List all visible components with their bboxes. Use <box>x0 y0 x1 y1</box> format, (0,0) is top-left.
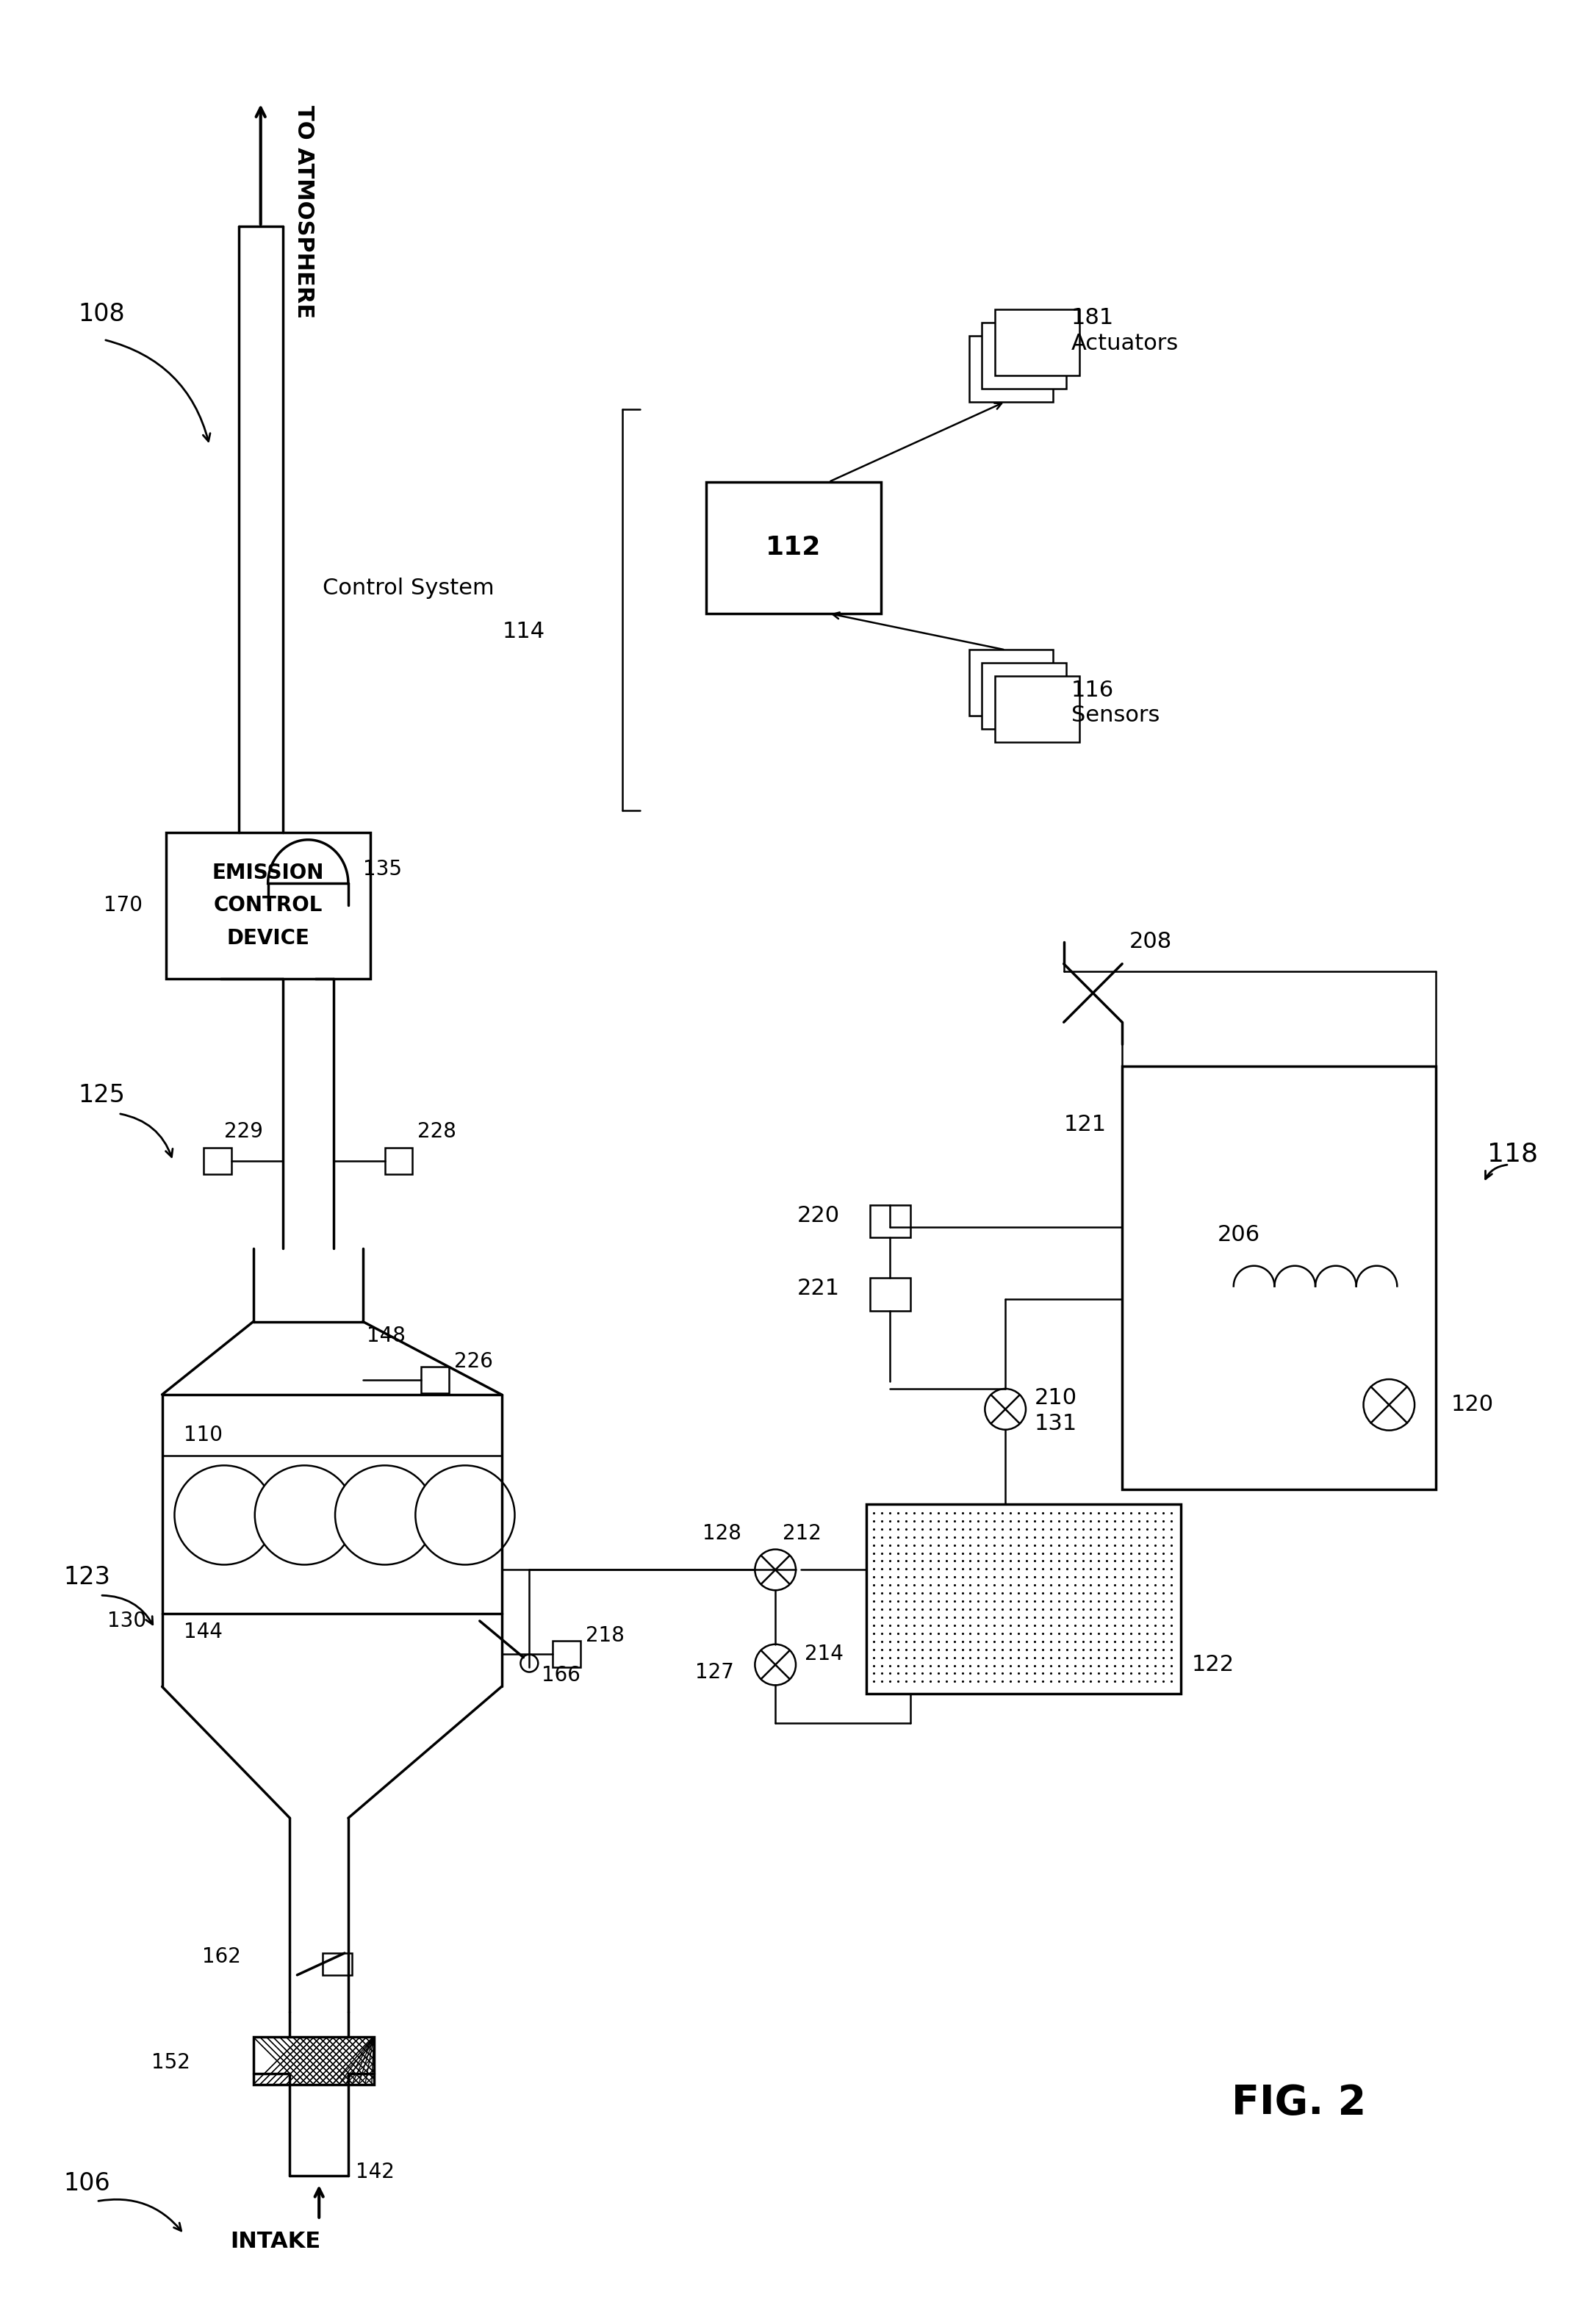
Text: 125: 125 <box>78 1083 124 1108</box>
Text: 212: 212 <box>782 1524 822 1544</box>
Text: CONTROL: CONTROL <box>214 895 322 916</box>
Text: 121: 121 <box>1065 1113 1106 1134</box>
Text: 130: 130 <box>107 1612 147 1630</box>
Text: 144: 144 <box>184 1621 223 1642</box>
Circle shape <box>255 1466 354 1565</box>
Text: TO ATMOSPHERE: TO ATMOSPHERE <box>294 104 314 318</box>
Circle shape <box>755 1549 796 1591</box>
Bar <box>204 1148 231 1173</box>
Text: 116: 116 <box>1071 679 1114 700</box>
Text: 226: 226 <box>455 1352 493 1373</box>
Text: INTAKE: INTAKE <box>230 2231 321 2252</box>
Text: Actuators: Actuators <box>1071 332 1178 355</box>
Text: 228: 228 <box>418 1122 456 1141</box>
Text: 170: 170 <box>104 895 142 916</box>
Text: 214: 214 <box>804 1644 843 1665</box>
Text: Sensors: Sensors <box>1071 705 1160 726</box>
Text: 208: 208 <box>1130 932 1173 953</box>
Circle shape <box>174 1466 275 1565</box>
Bar <box>870 1206 910 1238</box>
Bar <box>552 1640 581 1667</box>
Bar <box>982 663 1066 728</box>
Circle shape <box>985 1389 1026 1429</box>
Bar <box>867 1505 1181 1693</box>
Bar <box>705 482 881 615</box>
Text: 112: 112 <box>766 536 822 561</box>
Text: 210: 210 <box>1034 1387 1077 1410</box>
Text: 148: 148 <box>367 1326 405 1347</box>
Circle shape <box>1363 1380 1414 1431</box>
Bar <box>870 1278 910 1310</box>
Bar <box>969 649 1053 717</box>
Bar <box>322 1953 351 1976</box>
Circle shape <box>520 1653 538 1672</box>
Circle shape <box>335 1466 434 1565</box>
Text: 127: 127 <box>694 1663 734 1681</box>
Bar <box>385 1148 412 1173</box>
Text: 152: 152 <box>152 2052 190 2073</box>
Text: 120: 120 <box>1451 1394 1494 1415</box>
Bar <box>996 677 1079 742</box>
Bar <box>996 311 1079 376</box>
Text: Control System: Control System <box>322 577 495 598</box>
Bar <box>969 336 1053 401</box>
Bar <box>421 1366 448 1394</box>
Text: DEVICE: DEVICE <box>227 928 310 948</box>
Text: 206: 206 <box>1218 1224 1261 1245</box>
Text: 166: 166 <box>541 1665 581 1686</box>
Text: 221: 221 <box>798 1278 839 1299</box>
Text: 135: 135 <box>362 858 402 879</box>
Text: 218: 218 <box>586 1626 624 1646</box>
Text: EMISSION: EMISSION <box>212 863 324 884</box>
Text: 110: 110 <box>184 1424 223 1445</box>
Text: 122: 122 <box>1192 1653 1234 1674</box>
Text: FIG. 2: FIG. 2 <box>1232 2082 1366 2122</box>
Text: 106: 106 <box>64 2171 110 2196</box>
Text: 220: 220 <box>798 1206 839 1227</box>
Text: 229: 229 <box>223 1122 263 1141</box>
Text: 118: 118 <box>1487 1141 1539 1166</box>
Text: 181: 181 <box>1071 306 1114 329</box>
Text: 162: 162 <box>203 1946 241 1967</box>
Circle shape <box>755 1644 796 1686</box>
Bar <box>166 833 370 979</box>
Text: 108: 108 <box>78 301 124 327</box>
Bar <box>1122 1067 1436 1489</box>
Text: 123: 123 <box>64 1565 110 1589</box>
Circle shape <box>415 1466 516 1565</box>
Bar <box>982 322 1066 390</box>
Text: 142: 142 <box>356 2161 394 2182</box>
Text: 131: 131 <box>1034 1412 1077 1435</box>
Text: 128: 128 <box>702 1524 741 1544</box>
Bar <box>254 2036 373 2085</box>
Text: 114: 114 <box>503 621 546 642</box>
